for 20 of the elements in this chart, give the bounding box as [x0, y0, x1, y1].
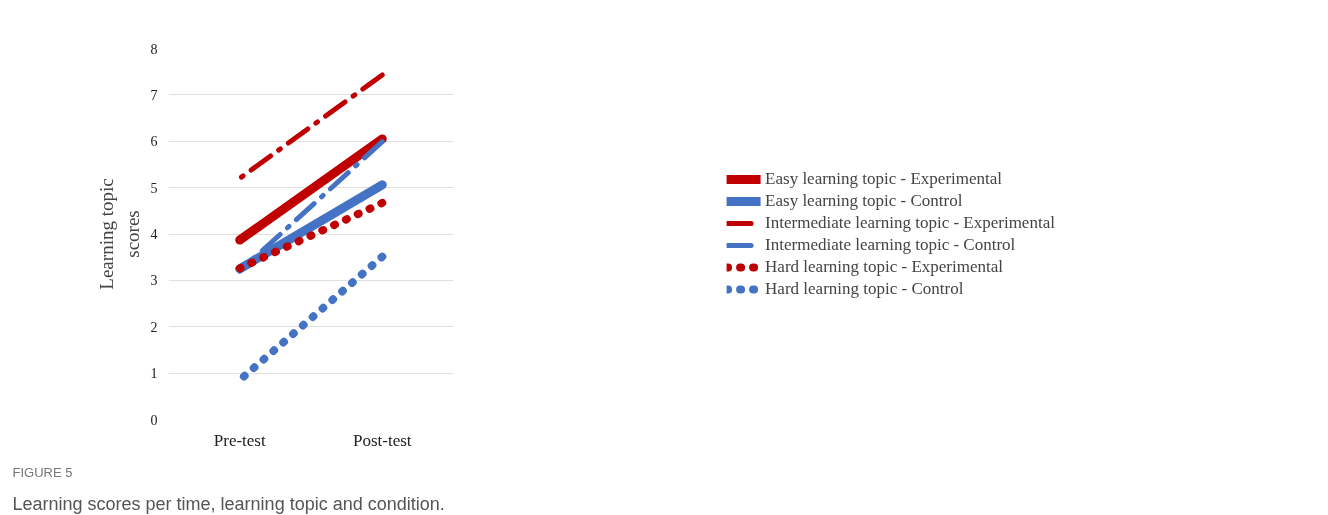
legend-label: Intermediate learning topic - Experimental	[765, 212, 1055, 233]
y-tick-label: 7	[150, 87, 158, 103]
y-tick-label: 4	[150, 227, 158, 242]
caption: FIGURE 5	[12, 464, 73, 480]
legend-label: Hard learning topic - Control	[765, 278, 964, 299]
y-tick-label: 6	[150, 134, 158, 150]
legend-label: Hard learning topic - Experimental	[765, 256, 1004, 277]
y-tick-label: 1	[150, 366, 158, 382]
y-tick-label: 2	[150, 319, 158, 335]
x-tick-label: Post-test	[352, 430, 412, 450]
y-tick-label: 5	[150, 180, 158, 196]
y-tick-label: 3	[150, 273, 158, 289]
y-tick-label: 8	[150, 41, 158, 57]
y-axis-title: Learning topic scores	[96, 178, 143, 290]
legend-label: Easy learning topic - Experimental	[765, 168, 1003, 189]
legend-label: Easy learning topic - Control	[765, 190, 963, 211]
text: Learning scores per time, learning topic and condition.	[12, 493, 445, 514]
x-tick-label: Pre-test	[213, 430, 266, 450]
y-tick-label: 0	[150, 412, 158, 428]
legend-label: Intermediate learning topic - Control	[765, 234, 1016, 255]
